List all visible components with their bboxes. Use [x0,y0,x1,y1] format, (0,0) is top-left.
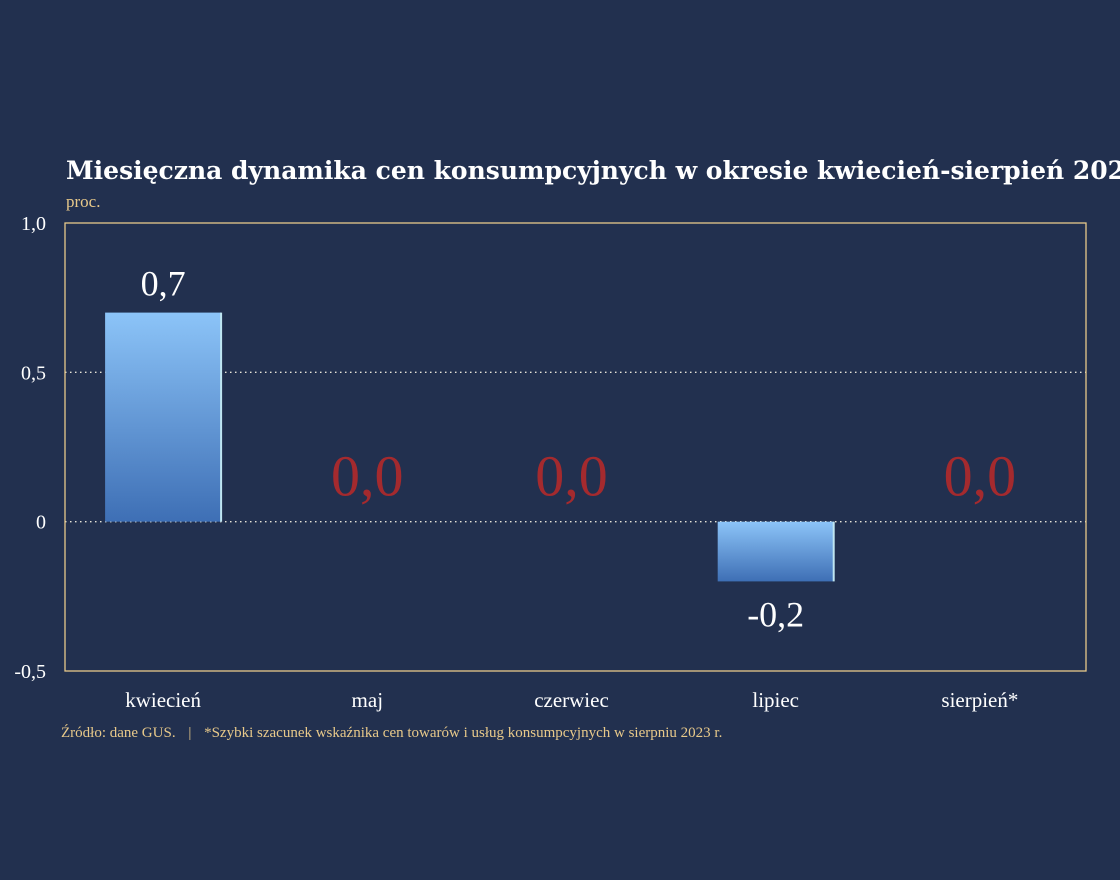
y-tick-label: 0,5 [21,362,46,384]
x-tick-label: lipiec [752,688,799,712]
y-axis-ticks: 1,0 0,5 0 -0,5 [14,213,46,683]
x-tick-label: czerwiec [534,688,609,712]
y-tick-label: -0,5 [14,661,46,683]
data-label: 0,0 [944,444,1017,509]
x-tick-label: kwiecień [125,688,201,712]
bar [105,312,222,522]
footnote-text: *Szybki szacunek wskaźnika cen towarów i… [204,725,722,741]
bar [717,521,834,582]
unit-label: proc. [66,192,100,211]
x-axis-ticks: kwiecień maj czerwiec lipiec sierpień* [125,688,1018,712]
footer-separator: | [188,725,191,741]
chart-title: Miesięczna dynamika cen konsumpcyjnych w… [66,156,1120,185]
data-label: 0,0 [535,444,608,509]
value-labels: 0,7 0,0 0,0 -0,2 0,0 [141,264,1017,635]
y-tick-label: 0 [36,512,46,534]
data-label: 0,7 [141,264,186,304]
gridlines [65,371,1086,523]
footer-source: Źródło: dane GUS. | *Szybki szacunek wsk… [61,724,722,741]
y-tick-label: 1,0 [21,213,46,235]
x-tick-label: maj [352,688,384,712]
data-label: -0,2 [747,594,804,634]
x-tick-label: sierpień* [941,688,1018,712]
data-label: 0,0 [331,444,404,509]
plot-frame [64,222,1087,672]
source-text: Źródło: dane GUS. [61,724,176,741]
bars [105,312,835,582]
